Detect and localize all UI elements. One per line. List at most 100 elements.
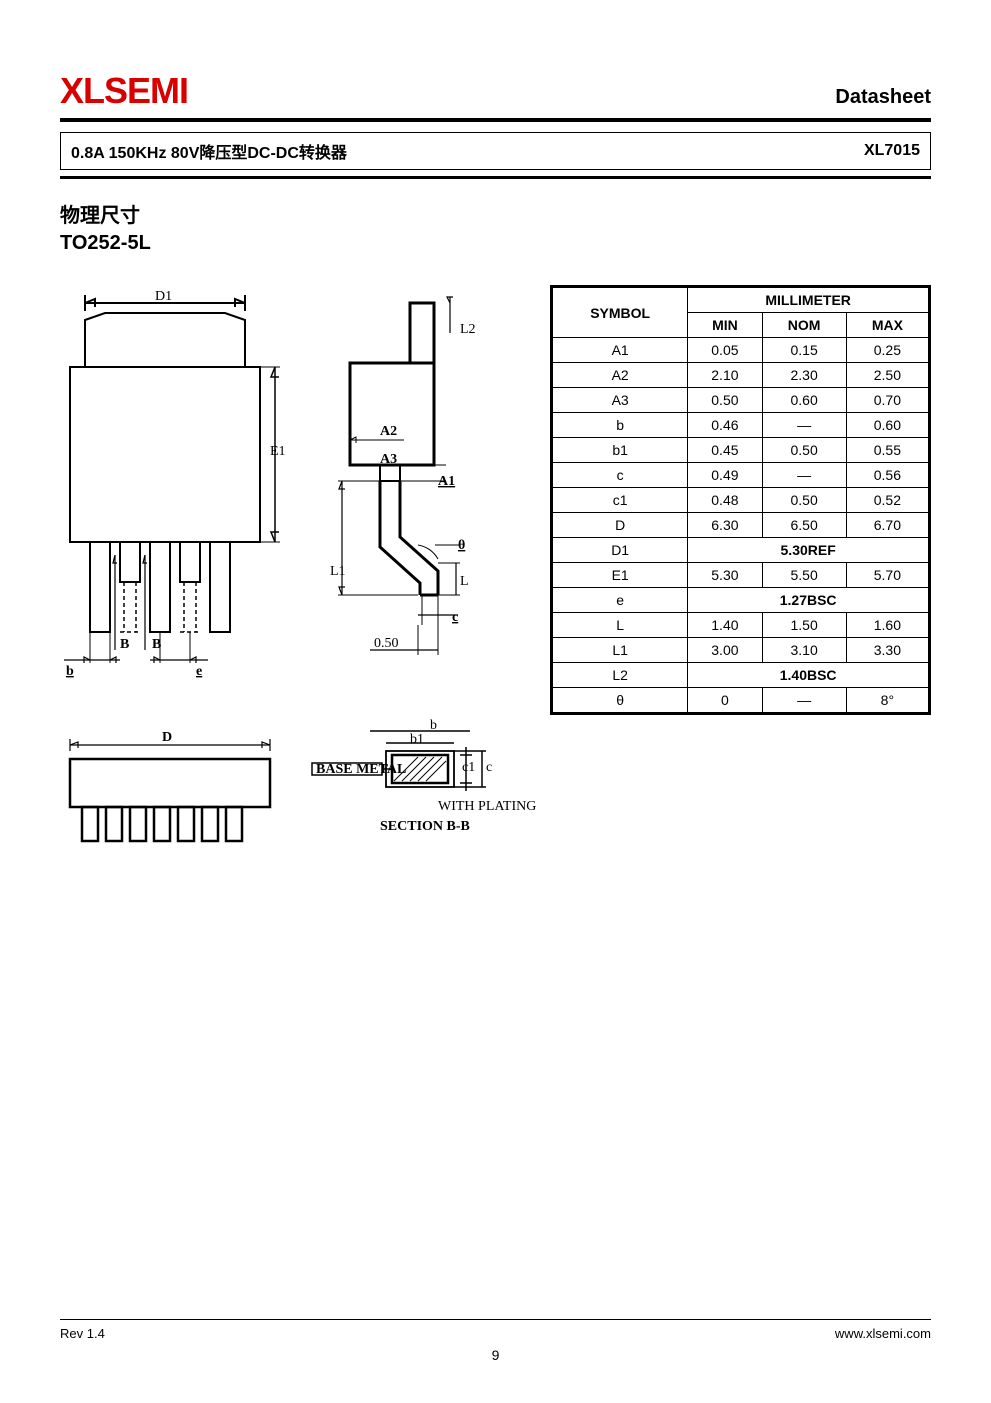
- diagram-row-2: D: [60, 715, 540, 865]
- cell-max: 6.70: [846, 513, 929, 538]
- label-l: L: [460, 574, 469, 589]
- cell-span: 1.40BSC: [688, 663, 930, 688]
- cell-symbol: b1: [552, 438, 688, 463]
- table-row: e1.27BSC: [552, 588, 930, 613]
- section-title-en: TO252-5L: [60, 232, 931, 255]
- cell-nom: 0.50: [762, 488, 846, 513]
- table-row: A10.050.150.25: [552, 338, 930, 363]
- cell-min: 0.05: [688, 338, 762, 363]
- cell-symbol: L2: [552, 663, 688, 688]
- table-row: D6.306.506.70: [552, 513, 930, 538]
- section-bb-diagram: b b1 c1 c BASE METAL WITH PLATING SECTIO…: [310, 715, 540, 865]
- th-max: MAX: [846, 313, 929, 338]
- cell-symbol: θ: [552, 688, 688, 714]
- part-number: XL7015: [864, 142, 920, 160]
- label-d1: D1: [155, 289, 172, 304]
- dimension-table-column: SYMBOL MILLIMETER MIN NOM MAX A10.050.15…: [550, 285, 931, 715]
- page-number: 9: [60, 1347, 931, 1363]
- cell-nom: —: [762, 463, 846, 488]
- content-row: D1 E1 B B b e: [60, 285, 931, 865]
- label-sec-b1: b1: [410, 732, 424, 747]
- label-l1: L1: [330, 564, 346, 579]
- label-e: e: [196, 664, 202, 679]
- label-a2: A2: [380, 424, 397, 439]
- section-title-cn: 物理尺寸: [60, 199, 931, 228]
- label-d: D: [162, 730, 172, 745]
- th-min: MIN: [688, 313, 762, 338]
- footer-rule: [60, 1319, 931, 1320]
- label-050: 0.50: [374, 636, 399, 651]
- label-sec-c: c: [486, 760, 492, 775]
- cell-max: 0.56: [846, 463, 929, 488]
- header: XLSEMI Datasheet: [60, 70, 931, 122]
- cell-min: 2.10: [688, 363, 762, 388]
- cell-nom: 6.50: [762, 513, 846, 538]
- cell-nom: 2.30: [762, 363, 846, 388]
- cell-max: 0.60: [846, 413, 929, 438]
- cell-max: 1.60: [846, 613, 929, 638]
- dimension-table: SYMBOL MILLIMETER MIN NOM MAX A10.050.15…: [550, 285, 931, 715]
- cell-nom: —: [762, 413, 846, 438]
- label-sec-b: b: [430, 718, 437, 733]
- label-base-metal: BASE METAL: [316, 762, 406, 777]
- label-a1: A1: [438, 474, 455, 489]
- cell-span: 5.30REF: [688, 538, 930, 563]
- cell-symbol: A3: [552, 388, 688, 413]
- table-row: b0.46—0.60: [552, 413, 930, 438]
- label-B2: B: [152, 637, 161, 652]
- brand-logo: XLSEMI: [60, 70, 188, 112]
- cell-max: 0.55: [846, 438, 929, 463]
- cell-max: 2.50: [846, 363, 929, 388]
- cell-symbol: A2: [552, 363, 688, 388]
- cell-min: 0.49: [688, 463, 762, 488]
- table-row: θ0—8°: [552, 688, 930, 714]
- label-section-bb: SECTION B-B: [380, 819, 470, 834]
- cell-nom: 5.50: [762, 563, 846, 588]
- cell-nom: 0.50: [762, 438, 846, 463]
- cell-symbol: c1: [552, 488, 688, 513]
- table-row: L21.40BSC: [552, 663, 930, 688]
- table-row: b10.450.500.55: [552, 438, 930, 463]
- table-row: A30.500.600.70: [552, 388, 930, 413]
- cell-symbol: b: [552, 413, 688, 438]
- footer-rev: Rev 1.4: [60, 1326, 105, 1341]
- th-mm: MILLIMETER: [688, 287, 930, 313]
- label-a3: A3: [380, 452, 397, 467]
- cell-min: 3.00: [688, 638, 762, 663]
- diagram-row-1: D1 E1 B B b e: [60, 285, 540, 685]
- cell-symbol: E1: [552, 563, 688, 588]
- label-with-plating: WITH PLATING: [438, 799, 536, 814]
- cell-max: 5.70: [846, 563, 929, 588]
- front-view-diagram: D1 E1 B B b e: [60, 285, 290, 685]
- cell-symbol: L: [552, 613, 688, 638]
- label-c: c: [452, 610, 458, 625]
- th-nom: NOM: [762, 313, 846, 338]
- diagrams-column: D1 E1 B B b e: [60, 285, 540, 865]
- cell-min: 5.30: [688, 563, 762, 588]
- cell-max: 0.25: [846, 338, 929, 363]
- cell-min: 0.50: [688, 388, 762, 413]
- cell-symbol: A1: [552, 338, 688, 363]
- cell-max: 0.52: [846, 488, 929, 513]
- label-e1: E1: [270, 444, 286, 459]
- side-view-diagram: L2 A2 A3 A1 θ L1 L c 0.50: [330, 285, 510, 685]
- footer: Rev 1.4 www.xlsemi.com: [60, 1326, 931, 1341]
- cell-max: 8°: [846, 688, 929, 714]
- label-B1: B: [120, 637, 129, 652]
- cell-min: 0.45: [688, 438, 762, 463]
- cell-min: 6.30: [688, 513, 762, 538]
- cell-nom: 1.50: [762, 613, 846, 638]
- cell-max: 0.70: [846, 388, 929, 413]
- label-theta: θ: [458, 538, 465, 553]
- table-row: E15.305.505.70: [552, 563, 930, 588]
- label-b: b: [66, 664, 74, 679]
- cell-min: 0.46: [688, 413, 762, 438]
- cell-symbol: D: [552, 513, 688, 538]
- cell-symbol: L1: [552, 638, 688, 663]
- subtitle-bar: 0.8A 150KHz 80V降压型DC-DC转换器 XL7015: [60, 132, 931, 170]
- rule: [60, 176, 931, 179]
- table-row: L13.003.103.30: [552, 638, 930, 663]
- cell-max: 3.30: [846, 638, 929, 663]
- footer-url: www.xlsemi.com: [835, 1326, 931, 1341]
- cell-min: 0.48: [688, 488, 762, 513]
